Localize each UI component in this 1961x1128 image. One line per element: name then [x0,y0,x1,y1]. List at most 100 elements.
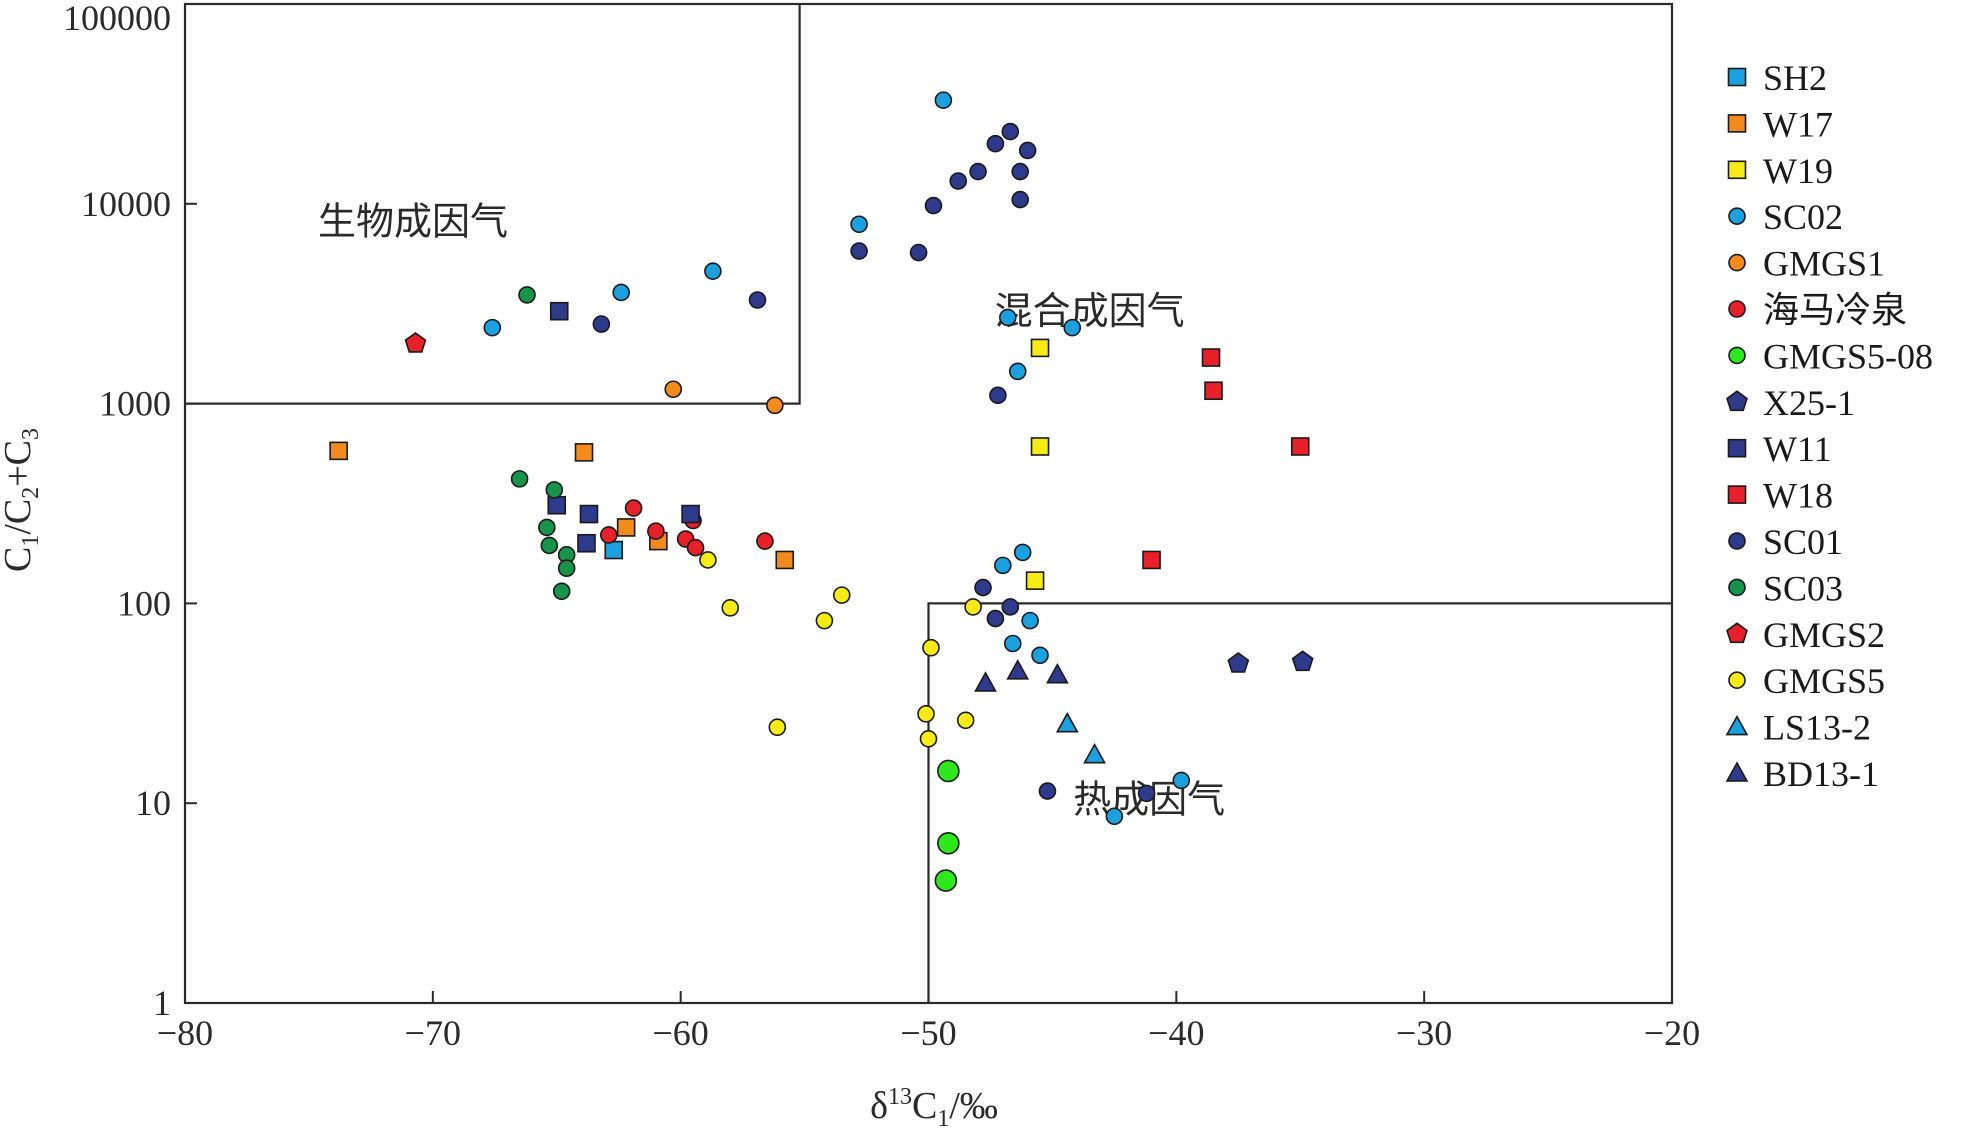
x-axis-ticks: −80 −70 −60 −50 −40 −30 −20 [157,991,1700,1053]
legend-marker [1727,485,1747,504]
data-point [974,671,997,692]
data-point [775,550,795,570]
legend-label: BD13-1 [1763,754,1879,794]
data-point [956,711,975,730]
data-point [540,536,559,555]
data-point [974,578,992,597]
legend-label: W17 [1763,104,1833,144]
data-point [1227,652,1250,673]
y-tick-label: 1000 [99,384,171,424]
series-SC02 [483,91,1191,826]
data-point [1038,782,1057,800]
data-point [994,556,1012,575]
series-W19 [1025,338,1050,590]
legend-marker [1727,438,1747,458]
legend-marker [1726,622,1748,644]
legend-item: GMGS1 [1728,244,1885,284]
legend-label: GMGS5-08 [1763,336,1933,376]
data-point [579,504,599,524]
data-point [612,283,630,302]
y-axis-label: C1/C2+C3 [0,428,44,572]
series-LS13-2 [1055,712,1106,764]
region-label-mixed: 混合成因气 [995,289,1185,333]
data-points [329,91,1314,892]
data-point [574,443,594,462]
legend-marker [1725,761,1749,782]
data-point [552,582,571,601]
data-point [1006,659,1030,680]
data-point [686,538,705,557]
data-point [549,301,569,321]
data-point [924,196,943,215]
legend-marker [1728,346,1746,365]
legend-item: SC01 [1728,522,1843,562]
legend-marker [1725,714,1749,736]
data-point [1001,598,1020,616]
data-point [329,441,348,461]
data-point [1046,662,1069,684]
y-tick-label: 10000 [81,184,171,224]
data-point [934,91,953,110]
legend: SH2 W17 W19 SC02 GMGS1 海马冷泉 GMGS5-08 X25-1 W11 W1… [1725,58,1933,794]
legend-item: SH2 [1727,58,1827,98]
data-point [577,533,596,553]
data-point [999,308,1017,327]
series-SC03 [510,286,576,601]
data-point [704,262,722,280]
y-axis-ticks: 1 10 100 1000 10000 100000 [63,0,197,1023]
data-point [986,134,1005,153]
data-point [919,730,938,748]
data-point [909,243,928,262]
data-point [604,540,624,560]
x-tick-label: −30 [1396,1013,1452,1053]
legend-marker [1728,578,1746,597]
legend-label: W19 [1763,151,1833,191]
legend-item: SC02 [1728,197,1843,237]
data-point [986,609,1005,628]
legend-item: GMGS2 [1726,615,1885,655]
legend-label: SC02 [1763,197,1843,237]
data-point [964,598,982,616]
data-point [832,586,851,604]
data-point [934,869,958,892]
x-tick-label: −80 [157,1013,213,1053]
region-labels: 生物成因气混合成因气热成因气 [318,200,1225,822]
data-point [1003,634,1022,653]
x-axis-label: δ13C1/‰ [870,1084,998,1128]
data-point [949,172,968,190]
legend-marker [1728,253,1746,272]
data-point [1013,543,1032,562]
series-SH2 [604,540,624,560]
series-SC01 [592,122,1156,803]
legend-marker [1728,532,1746,550]
y-tick-label: 10 [135,783,171,823]
x-tick-label: −20 [1644,1013,1700,1053]
data-point [1172,771,1191,790]
data-point [1030,437,1050,456]
legend-label: GMGS5 [1763,661,1885,701]
data-point [1105,807,1124,826]
data-point [547,495,567,515]
boundary-biogenic [185,4,801,405]
series-GMGS5-08 [934,759,960,892]
data-point [592,315,611,333]
data-point [721,599,740,617]
legend-item: W18 [1727,476,1833,516]
legend-label: LS13-2 [1763,708,1871,748]
data-point [1083,742,1106,764]
data-point [1001,122,1020,141]
x-tick-label: −70 [405,1013,461,1053]
data-point [599,526,618,544]
legend-marker [1728,671,1746,690]
data-point [624,499,643,517]
legend-item: W17 [1727,104,1833,144]
data-point [681,504,700,524]
legend-label: SH2 [1763,58,1827,98]
region-label-biogenic: 生物成因气 [318,200,508,244]
legend-item: GMGS5-08 [1728,336,1933,376]
series-W18 [1142,348,1310,570]
legend-label: 海马冷泉 [1763,290,1907,330]
data-point [989,386,1007,405]
legend-item: W11 [1727,429,1832,469]
